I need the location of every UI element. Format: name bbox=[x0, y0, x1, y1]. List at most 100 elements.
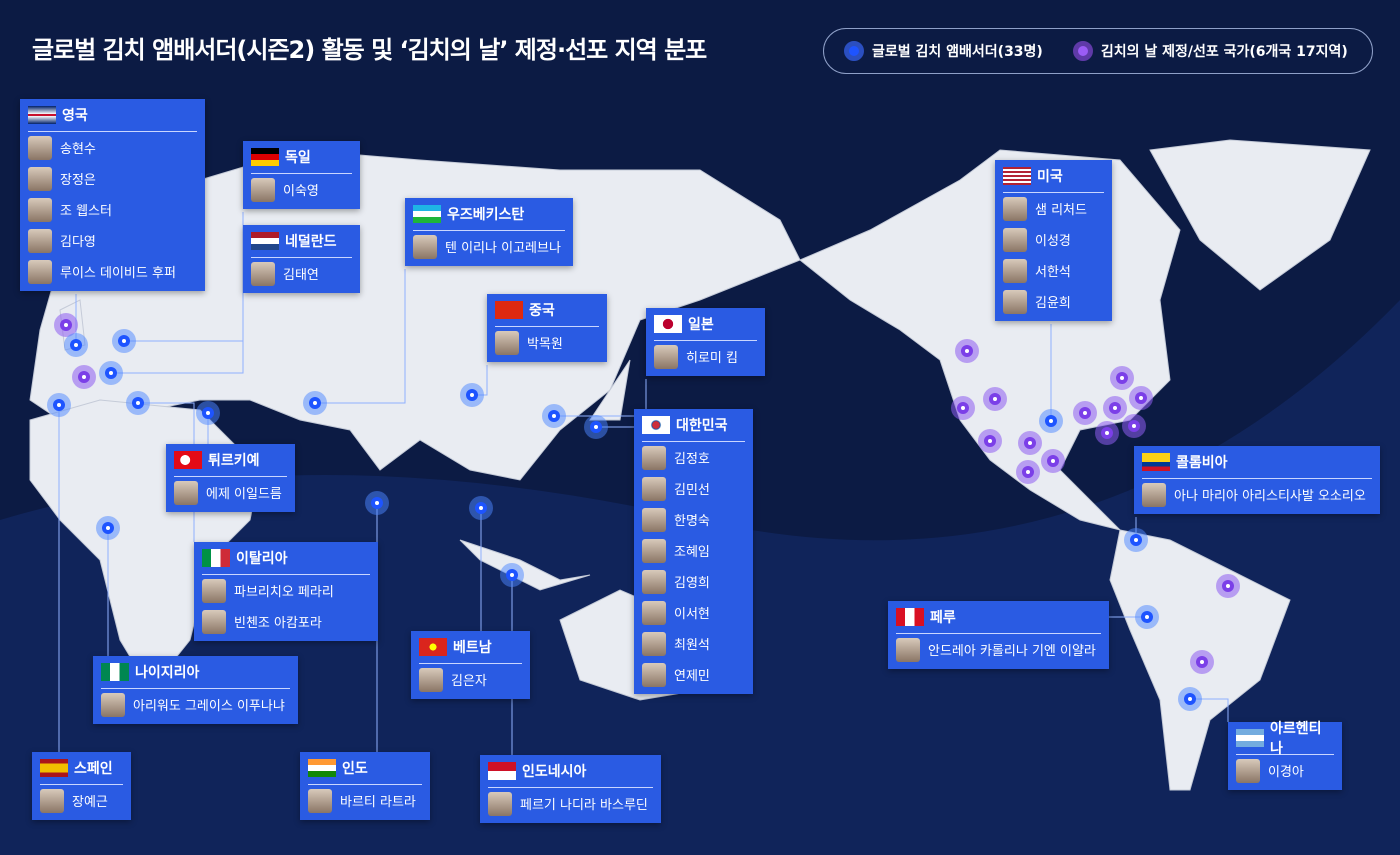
card-header: 나이지리아 bbox=[101, 656, 290, 689]
legend-item: 글로벌 김치 앰배서더(33명) bbox=[844, 41, 1043, 61]
person: 이숙영 bbox=[251, 174, 352, 205]
person-name: 서한석 bbox=[1035, 265, 1071, 280]
country-name: 아르헨티나 bbox=[1270, 721, 1322, 757]
person: 파브리치오 페라리 bbox=[202, 575, 370, 606]
person: 한명숙 bbox=[642, 504, 745, 535]
legend-label: 글로벌 김치 앰배서더(33명) bbox=[872, 44, 1043, 60]
country-name: 대한민국 bbox=[676, 418, 728, 434]
country-name: 우즈베키스탄 bbox=[447, 207, 525, 223]
marker-core bbox=[82, 375, 86, 379]
marker-core bbox=[552, 414, 556, 418]
kimchi-day-marker bbox=[951, 396, 975, 420]
person: 안드레아 카롤리나 기엔 이얄라 bbox=[896, 634, 1101, 665]
country-card: 중국 박목원 bbox=[487, 294, 607, 362]
person-name: 조 웹스터 bbox=[60, 204, 112, 219]
card-header: 콜롬비아 bbox=[1142, 446, 1372, 479]
person-name: 안드레아 카롤리나 기엔 이얄라 bbox=[928, 644, 1096, 659]
avatar bbox=[642, 662, 666, 687]
person-name: 김은자 bbox=[451, 674, 487, 689]
person-name: 루이스 데이비드 후퍼 bbox=[60, 266, 176, 281]
marker-core bbox=[1145, 615, 1149, 619]
marker-core bbox=[74, 343, 78, 347]
person: 김영희 bbox=[642, 566, 745, 597]
person-name: 이경아 bbox=[1268, 765, 1304, 780]
avatar bbox=[251, 261, 275, 286]
person: 서한석 bbox=[1003, 255, 1104, 286]
legend: 글로벌 김치 앰배서더(33명) 김치의 날 제정/선포 국가(6개국 17지역… bbox=[823, 28, 1373, 74]
avatar bbox=[40, 788, 64, 813]
avatar bbox=[101, 692, 125, 717]
person: 김다영 bbox=[28, 225, 197, 256]
kimchi-day-marker bbox=[1122, 414, 1146, 438]
flag bbox=[28, 106, 56, 124]
flag bbox=[896, 608, 924, 626]
avatar bbox=[1003, 196, 1027, 221]
marker-core bbox=[122, 339, 126, 343]
flag bbox=[251, 232, 279, 250]
marker-core bbox=[1026, 470, 1030, 474]
connector bbox=[315, 269, 406, 404]
marker-core bbox=[1083, 411, 1087, 415]
ambassador-marker bbox=[469, 496, 493, 520]
card-header: 네덜란드 bbox=[251, 225, 352, 258]
country-name: 독일 bbox=[285, 150, 311, 166]
person: 연제민 bbox=[642, 659, 745, 690]
flag bbox=[202, 549, 230, 567]
country-card: 우즈베키스탄 텐 이리나 이고레브나 bbox=[405, 198, 573, 266]
ambassador-marker bbox=[542, 404, 566, 428]
marker-core bbox=[313, 401, 317, 405]
person: 조 웹스터 bbox=[28, 194, 197, 225]
ambassador-marker bbox=[365, 491, 389, 515]
country-card: 스페인 장예근 bbox=[32, 752, 131, 820]
person-name: 빈첸조 아캄포라 bbox=[234, 616, 322, 631]
country-name: 베트남 bbox=[453, 640, 492, 656]
person: 조혜임 bbox=[642, 535, 745, 566]
ambassador-marker bbox=[1039, 409, 1063, 433]
kimchi-day-marker bbox=[1216, 574, 1240, 598]
person-name: 조혜임 bbox=[674, 545, 710, 560]
marker-core bbox=[1113, 406, 1117, 410]
person: 장정은 bbox=[28, 163, 197, 194]
kimchi-day-marker bbox=[1016, 460, 1040, 484]
kimchi-day-marker bbox=[1110, 366, 1134, 390]
avatar bbox=[896, 637, 920, 662]
ambassador-marker bbox=[96, 516, 120, 540]
country-name: 튀르키예 bbox=[208, 453, 260, 469]
avatar bbox=[413, 234, 437, 259]
marker-core bbox=[470, 393, 474, 397]
ambassador-marker bbox=[64, 333, 88, 357]
legend-swatch bbox=[1072, 41, 1093, 61]
avatar bbox=[642, 445, 666, 470]
country-card: 이탈리아 파브리치오 페라리 빈첸조 아캄포라 bbox=[194, 542, 378, 641]
ambassador-marker bbox=[584, 415, 608, 439]
title: 글로벌 김치 앰배서더(시즌2) 활동 및 ‘김치의 날’ 제정·선포 지역 분… bbox=[32, 36, 707, 64]
card-header: 인도 bbox=[308, 752, 422, 785]
marker-core bbox=[988, 439, 992, 443]
person: 에제 이일드름 bbox=[174, 477, 287, 508]
card-header: 영국 bbox=[28, 99, 197, 132]
country-card: 일본 히로미 킴 bbox=[646, 308, 765, 376]
flag bbox=[642, 416, 670, 434]
country-name: 인도네시아 bbox=[522, 764, 587, 780]
country-name: 인도 bbox=[342, 761, 368, 777]
kimchi-day-marker bbox=[1129, 386, 1153, 410]
person-name: 김다영 bbox=[60, 235, 96, 250]
ambassador-marker bbox=[112, 329, 136, 353]
legend-swatch bbox=[844, 41, 864, 61]
avatar bbox=[28, 135, 52, 160]
person: 김정호 bbox=[642, 442, 745, 473]
person-name: 김민선 bbox=[674, 483, 710, 498]
country-name: 페루 bbox=[930, 610, 956, 626]
kimchi-day-marker bbox=[72, 365, 96, 389]
avatar bbox=[1142, 482, 1166, 507]
card-header: 베트남 bbox=[419, 631, 522, 664]
avatar bbox=[488, 791, 512, 816]
country-name: 콜롬비아 bbox=[1176, 455, 1228, 471]
ambassador-marker bbox=[303, 391, 327, 415]
card-header: 미국 bbox=[1003, 160, 1104, 193]
country-card: 인도 바르티 라트라 bbox=[300, 752, 430, 820]
avatar bbox=[642, 569, 666, 594]
person-name: 장정은 bbox=[60, 173, 96, 188]
person-name: 김윤희 bbox=[1035, 296, 1071, 311]
